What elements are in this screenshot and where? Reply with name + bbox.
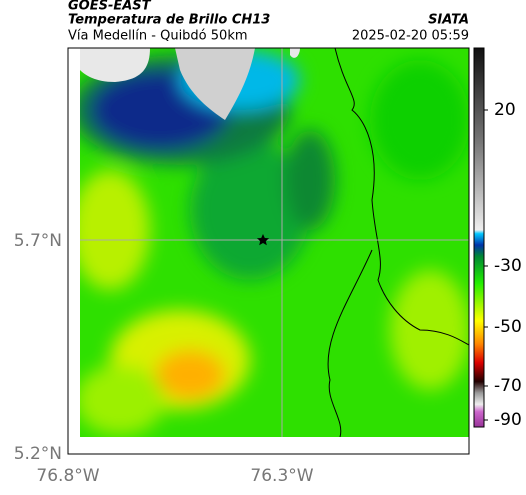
title: Temperatura de Brillo CH13	[68, 13, 270, 28]
colorbar	[473, 47, 485, 428]
satellite-image	[80, 48, 469, 437]
lat-label: 5.2°N	[14, 444, 62, 464]
lat-label: 5.7°N	[14, 231, 62, 251]
colorbar-ticks	[484, 109, 488, 421]
org: SIATA	[428, 13, 469, 28]
map-frame	[67, 47, 470, 455]
location-marker	[256, 234, 270, 246]
datetime: 2025-02-20 05:59	[352, 29, 469, 44]
colorbar-tick-label: -70	[494, 376, 522, 396]
subtitle: Vía Medellín - Quibdó 50km	[68, 29, 248, 44]
colorbar-tick-label: -50	[494, 317, 522, 337]
colorbar-tick-label: -30	[494, 256, 522, 276]
colorbar-tick-label: 20	[494, 100, 516, 120]
lon-label: 76.3°W	[250, 466, 313, 486]
source: GOES-EAST	[68, 0, 152, 14]
lon-label: 76.8°W	[36, 466, 99, 486]
colorbar-tick-label: -90	[494, 410, 522, 430]
